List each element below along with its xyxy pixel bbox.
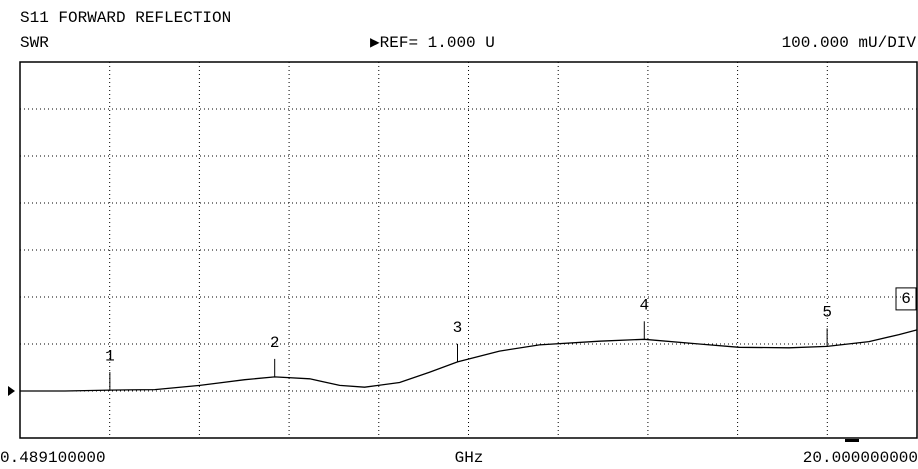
marker-label: 3 [453, 319, 463, 337]
marker-label: 6 [901, 290, 911, 308]
marker-label: 5 [822, 304, 832, 322]
status-bar [845, 439, 859, 442]
marker-label: 4 [639, 297, 649, 315]
active-marker-box [895, 287, 917, 311]
reference-label: ▶REF= 1.000 U [370, 34, 495, 52]
x-axis-label: GHz [455, 449, 484, 467]
marker-label: 2 [270, 334, 280, 352]
subtitle: SWR [20, 34, 49, 52]
scale-label: 100.000 mU/DIV [782, 34, 917, 52]
marker-label: 1 [105, 347, 115, 365]
x-tick-label: 20.000000000 [803, 449, 918, 467]
chart-title: S11 FORWARD REFLECTION [20, 9, 231, 27]
reference-arrow [8, 386, 15, 396]
x-tick-label: 0.489100000 [0, 449, 106, 467]
trace [20, 329, 918, 392]
